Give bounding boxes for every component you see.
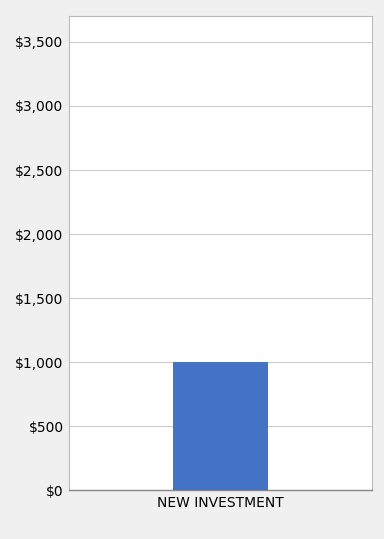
Bar	[174, 362, 268, 490]
